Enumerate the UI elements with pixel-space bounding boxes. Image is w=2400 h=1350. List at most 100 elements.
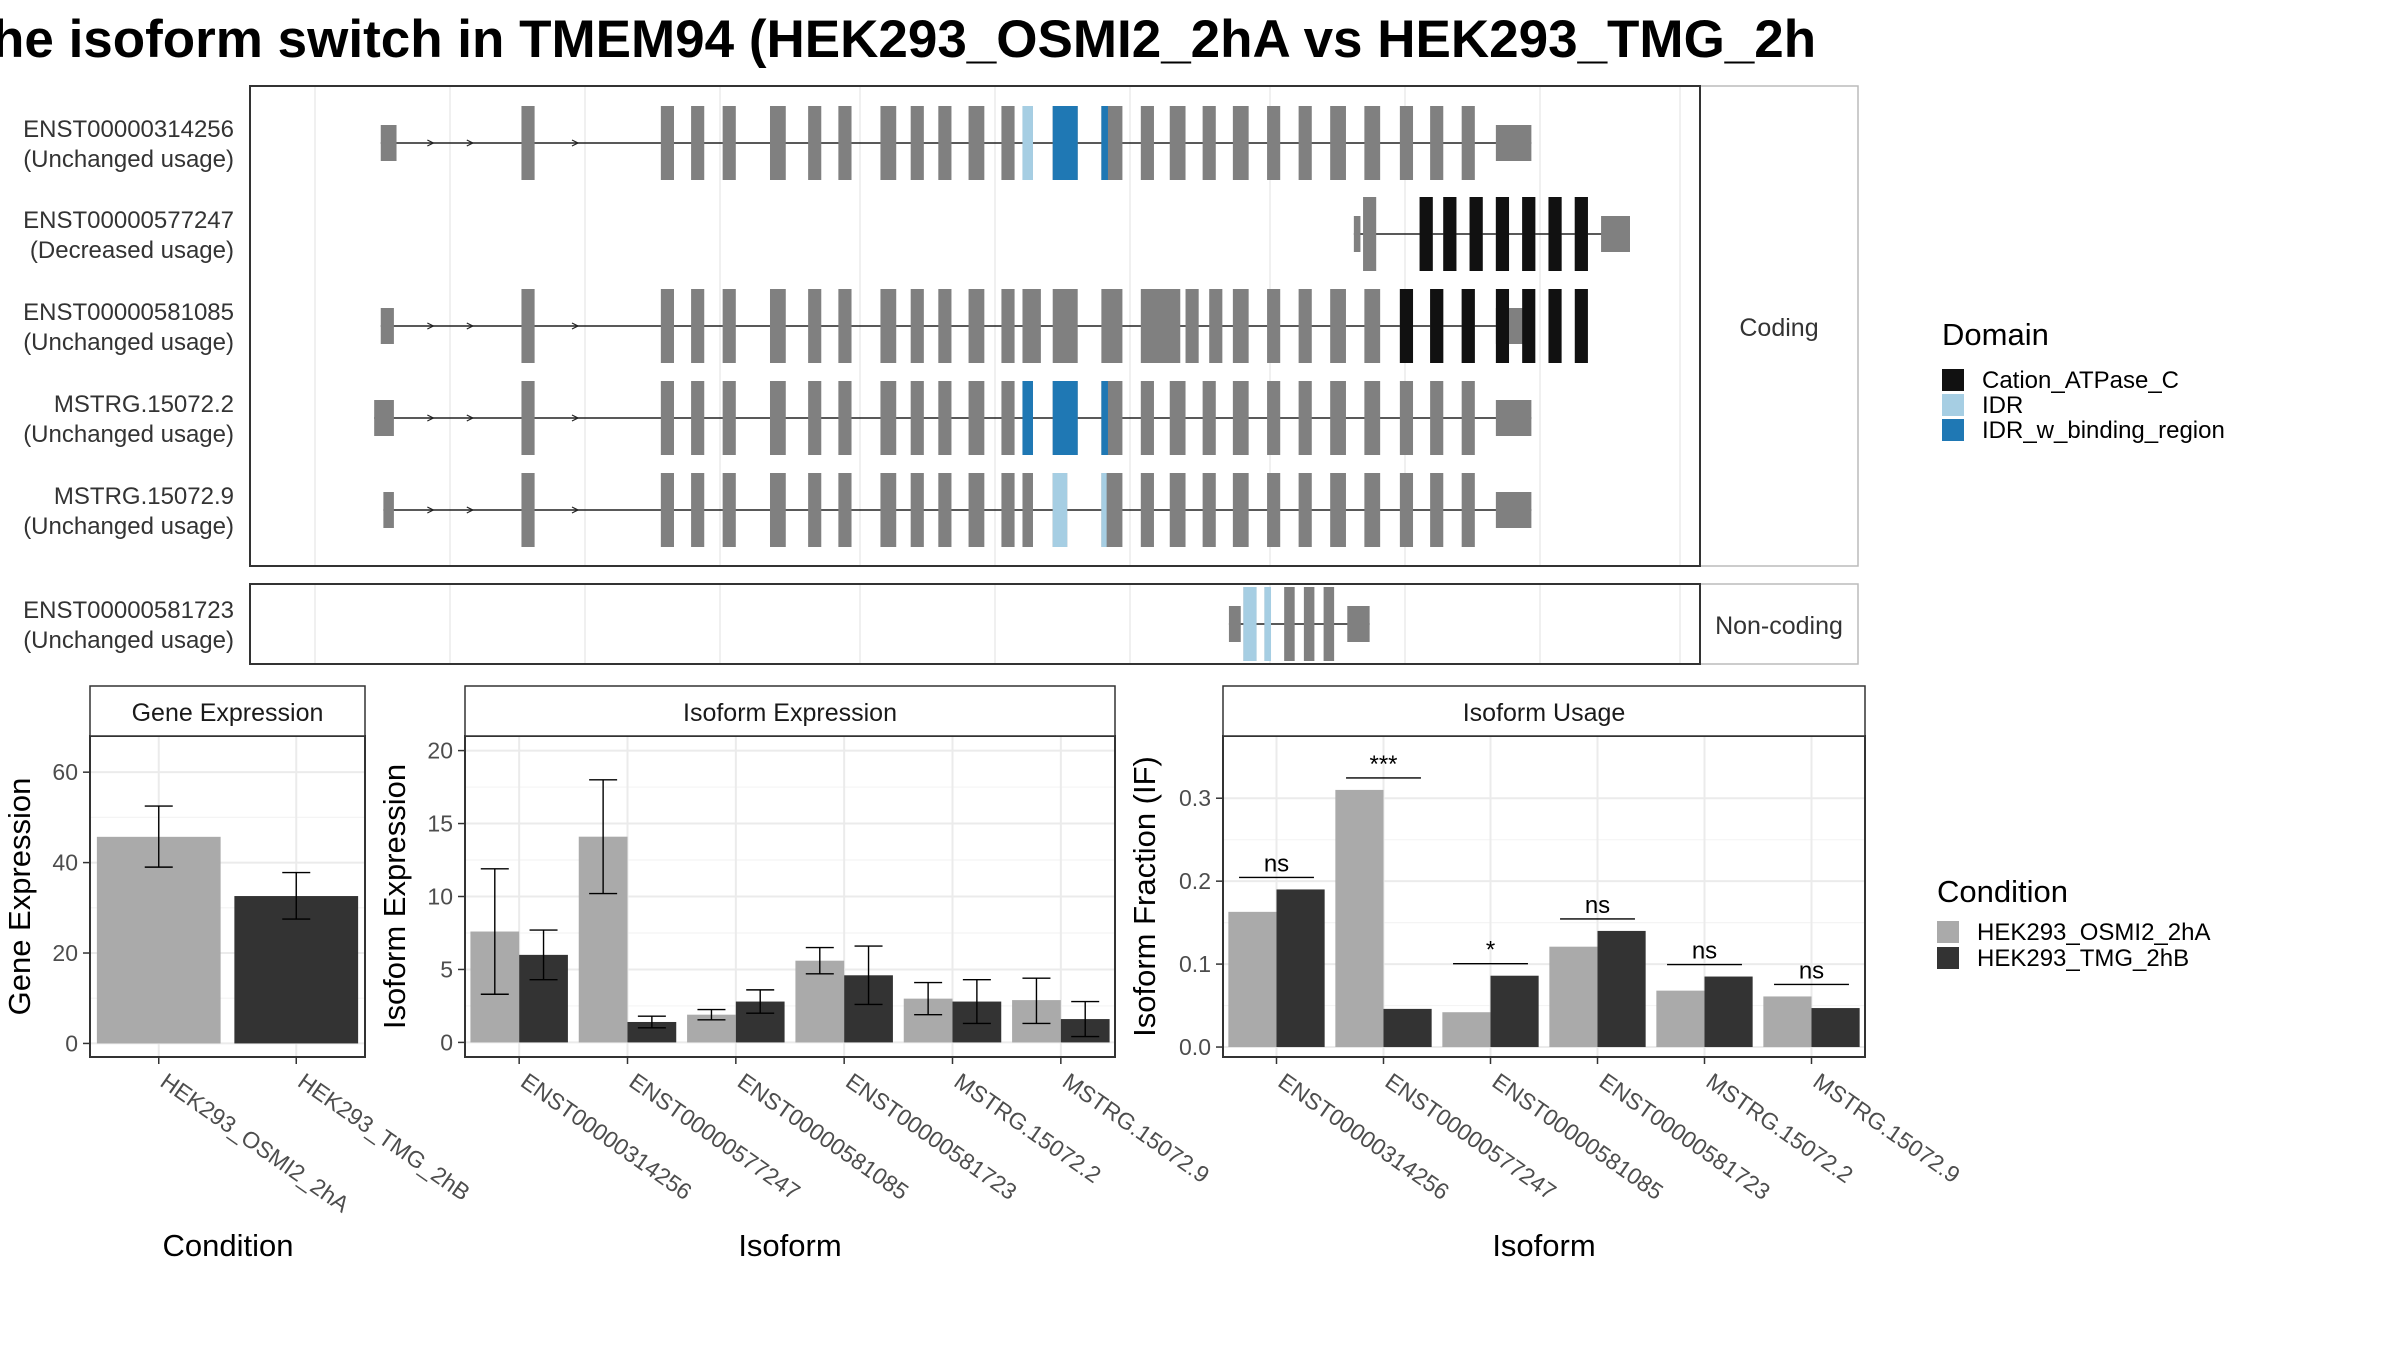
significance-label: ns [1264, 850, 1289, 877]
transcript-usage-label: (Unchanged usage) [23, 329, 234, 356]
noncoding-panel-bg [250, 584, 1700, 664]
transcript-id-label: MSTRG.15072.9 [54, 483, 234, 510]
exon-block [938, 381, 952, 455]
exon-block [1140, 289, 1181, 363]
exon-block [968, 106, 985, 180]
exon-block [1202, 381, 1216, 455]
x-tick-label: ENST00000581085 [1488, 1068, 1668, 1205]
exon-block [374, 400, 394, 436]
domain-block-idr [1101, 473, 1107, 547]
exon-block [968, 289, 985, 363]
exon-block [910, 473, 924, 547]
exon-block [938, 289, 952, 363]
bar [1704, 976, 1753, 1048]
exon-block [1232, 289, 1249, 363]
domain-block-cation [1574, 289, 1588, 363]
transcript-structure-panel: Coding Non-coding ENST00000314256 (Unchange… [23, 85, 1859, 665]
intron-arrow [571, 506, 580, 514]
exon-block [691, 381, 705, 455]
transcript-id-label: ENST00000581723 [23, 597, 234, 624]
domain-block-cation [1399, 289, 1414, 363]
exon-block [1202, 106, 1216, 180]
exon-block [383, 492, 394, 528]
exon-block [1001, 381, 1015, 455]
bar [627, 1021, 677, 1043]
exon-block [1461, 106, 1475, 180]
transcript-row: ENST00000314256 (Unchanged usage) [23, 106, 1532, 180]
bar [1597, 930, 1646, 1048]
domain-legend-key [1942, 419, 1964, 441]
coding-panel-border [249, 85, 1701, 567]
exon-block [1169, 473, 1186, 547]
intron-arrow [427, 139, 435, 147]
coding-strip-label: Coding [1739, 314, 1818, 342]
intron-arrow [427, 322, 435, 330]
exon-block [838, 381, 852, 455]
exon-block [1399, 381, 1414, 455]
domain-block-cation [1548, 289, 1562, 363]
exon-block [769, 381, 786, 455]
exon-block [1298, 381, 1312, 455]
panel-title: Isoform Usage [1463, 699, 1626, 727]
exon-block [691, 106, 705, 180]
exon-block [880, 289, 897, 363]
domain-block-cation [1522, 197, 1536, 271]
exon-block [1399, 473, 1414, 547]
exon-block [691, 289, 705, 363]
exon-block [938, 473, 952, 547]
condition-legend-label: HEK293_TMG_2hB [1977, 945, 2189, 972]
noncoding-strip [1699, 583, 1859, 665]
domain-block-idr [1264, 587, 1272, 661]
exon-block [1323, 587, 1335, 661]
domain-block-cation [1443, 197, 1457, 271]
transcript-row: ENST00000581085 (Unchanged usage) [23, 289, 1588, 363]
exon-block [521, 381, 535, 455]
exon-block [380, 125, 397, 161]
bar [1276, 889, 1325, 1048]
domain-block-cation [1469, 197, 1483, 271]
exon-block [1267, 381, 1281, 455]
exon-block [1330, 106, 1346, 180]
figure-title: he isoform switch in TMEM94 (HEK293_OSMI… [0, 10, 1816, 69]
exon-block [1001, 289, 1015, 363]
exon-block [722, 381, 736, 455]
domain-block-idr_binding [1052, 106, 1078, 180]
y-tick-label: 0.3 [1179, 785, 1211, 811]
exon-block [660, 289, 674, 363]
exon-block [1330, 289, 1346, 363]
exon-block [1209, 289, 1223, 363]
exon-block [808, 473, 822, 547]
exon-block [1001, 473, 1015, 547]
bar-chart-panels: Gene Expression0204060HEK293_OSMI2_2hAHE… [2, 685, 1965, 1263]
x-tick-label: ENST00000581723 [1595, 1068, 1775, 1205]
exon-block [691, 473, 705, 547]
exon-block [380, 308, 394, 344]
bar [1335, 789, 1384, 1048]
exon-block [1169, 106, 1186, 180]
exon-block [1495, 125, 1532, 161]
exon-block [722, 106, 736, 180]
exon-block [1330, 381, 1346, 455]
intron-arrow [466, 506, 475, 514]
condition-legend-label: HEK293_OSMI2_2hA [1977, 919, 2210, 946]
exon-block [1267, 473, 1281, 547]
exon-block [1232, 381, 1249, 455]
exon-block [1267, 289, 1281, 363]
panel-strip [1222, 685, 1866, 737]
intron-arrow [571, 322, 580, 330]
significance-label: ns [1799, 957, 1824, 984]
exon-block [769, 106, 786, 180]
exon-block [1364, 289, 1381, 363]
domain-block-cation [1430, 289, 1444, 363]
exon-block [1284, 587, 1295, 661]
exon-block [1228, 606, 1241, 642]
y-tick-label: 0.2 [1179, 868, 1211, 894]
bar-panel: Gene Expression0204060HEK293_OSMI2_2hAHE… [2, 685, 475, 1263]
condition-legend-key [1937, 947, 1959, 969]
domain-legend-key [1942, 369, 1964, 391]
exon-block [1364, 106, 1381, 180]
panel-title: Gene Expression [132, 699, 324, 727]
exon-block [521, 106, 535, 180]
noncoding-panel-border [249, 583, 1701, 665]
